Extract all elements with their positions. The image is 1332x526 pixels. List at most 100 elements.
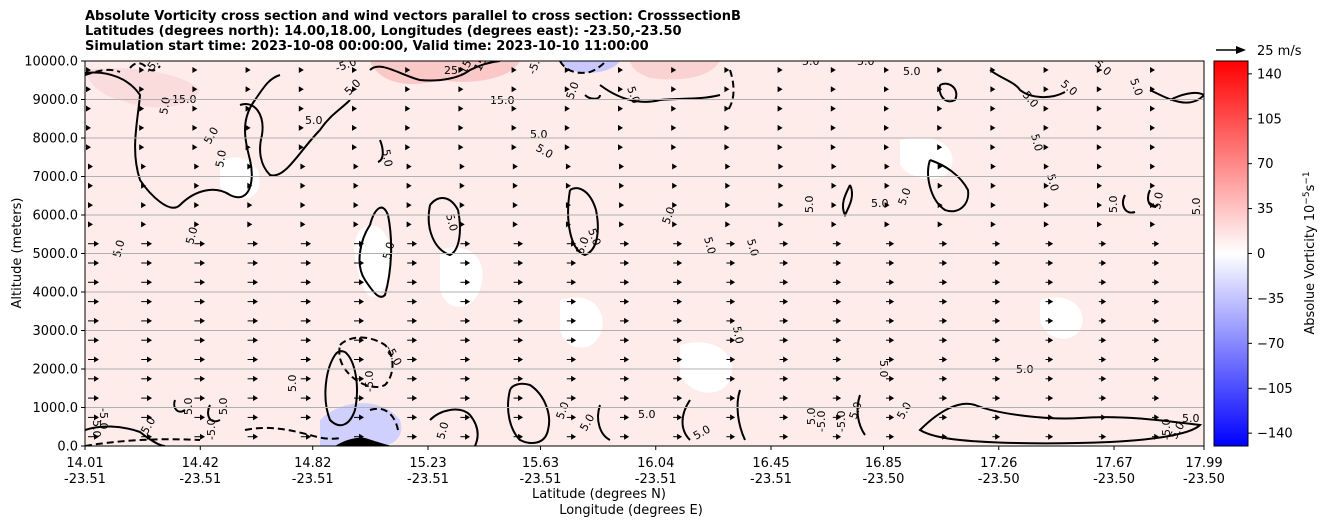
wind-vector-head bbox=[465, 317, 471, 324]
wind-vector-head bbox=[571, 375, 577, 382]
wind-vector-head bbox=[139, 124, 145, 131]
wind-vector-head bbox=[1096, 86, 1102, 93]
wind-vector-head bbox=[1048, 414, 1054, 421]
wind-vector-head bbox=[1154, 337, 1160, 344]
wind-vector-head bbox=[889, 414, 895, 421]
wind-vector-head bbox=[942, 260, 948, 266]
wind-vector-head bbox=[889, 337, 895, 344]
wind-vector-head bbox=[990, 163, 996, 170]
wind-vector-head bbox=[306, 317, 312, 324]
wind-vector-head bbox=[624, 317, 630, 324]
wind-vector-head bbox=[405, 86, 411, 93]
wind-vector-head bbox=[200, 395, 206, 402]
wind-vector-head bbox=[724, 67, 730, 73]
wind-vector-head bbox=[671, 67, 677, 73]
contour-label: 5.0 bbox=[1182, 412, 1200, 425]
y-tick-label: 0.0 bbox=[57, 440, 78, 455]
wind-vector-head bbox=[937, 182, 943, 189]
wind-vector-head bbox=[672, 163, 678, 170]
wind-vector-head bbox=[1150, 182, 1156, 189]
wind-vector-head bbox=[778, 202, 784, 209]
wind-vector-head bbox=[412, 375, 418, 382]
contour-label: 5.0 bbox=[1044, 172, 1061, 192]
wind-vector-head bbox=[465, 356, 471, 363]
wind-vector-head bbox=[1101, 433, 1107, 440]
wind-vector-head bbox=[995, 317, 1001, 324]
wind-vector-head bbox=[942, 375, 948, 382]
wind-vector-head bbox=[465, 298, 471, 305]
wind-vector-head bbox=[830, 105, 836, 112]
wind-vector-head bbox=[245, 67, 251, 73]
wind-vector-head bbox=[937, 144, 943, 151]
wind-vector-head bbox=[200, 240, 206, 247]
wind-vector-head bbox=[624, 279, 630, 286]
wind-vector-head bbox=[353, 163, 359, 170]
wind-vector-head bbox=[778, 163, 784, 170]
x-tick-lon: -23.50 bbox=[863, 472, 905, 487]
wind-vector-head bbox=[571, 433, 577, 440]
wind-vector-head bbox=[194, 202, 200, 209]
wind-vector-head bbox=[565, 221, 571, 228]
wind-vector-head bbox=[200, 414, 206, 421]
x-axis-label-1: Latitude (degrees N) bbox=[532, 487, 666, 502]
near-zero-patch bbox=[680, 342, 733, 393]
wind-vector-head bbox=[942, 298, 948, 305]
wind-vector-head bbox=[1048, 317, 1054, 324]
contour-label: 5.0 bbox=[847, 400, 865, 421]
wind-vector-head bbox=[512, 202, 518, 209]
wind-vector-head bbox=[147, 356, 153, 363]
colorbar-label-unit: s bbox=[1303, 184, 1318, 191]
wind-vector-head bbox=[730, 337, 736, 344]
wind-vector-head bbox=[889, 395, 895, 402]
contour-label: 5.0 bbox=[157, 96, 173, 115]
wind-vector-head bbox=[831, 182, 837, 189]
wind-vector-head bbox=[94, 279, 99, 286]
wind-vector-head bbox=[937, 221, 943, 228]
wind-vector-head bbox=[836, 279, 842, 286]
wind-vector-head bbox=[836, 395, 842, 402]
x-tick-lat: 17.67 bbox=[1095, 456, 1132, 471]
x-tick-lat: 16.04 bbox=[637, 456, 674, 471]
wind-vector-head bbox=[677, 260, 683, 266]
wind-vector-head bbox=[884, 182, 890, 189]
wind-vector-head bbox=[192, 144, 198, 151]
wind-vector-head bbox=[564, 67, 570, 73]
wind-vector-head bbox=[1154, 279, 1160, 286]
wind-vector-head bbox=[1154, 414, 1160, 421]
wind-vector-head bbox=[1048, 395, 1054, 402]
wind-vector-head bbox=[1150, 105, 1155, 112]
contour-label: 5.0 bbox=[434, 421, 451, 441]
contour-label: 5.0 bbox=[871, 197, 889, 210]
wind-vector-head bbox=[564, 105, 570, 112]
wind-vector-head bbox=[783, 279, 789, 286]
wind-vector-head bbox=[571, 356, 577, 363]
wind-vector-head bbox=[412, 356, 418, 363]
colorbar-tick-label: 140 bbox=[1257, 67, 1282, 82]
wind-vector-head bbox=[995, 337, 1001, 344]
wind-vector-head bbox=[147, 414, 153, 421]
wind-vector-head bbox=[306, 375, 312, 382]
quiver-key-arrowhead bbox=[1236, 46, 1246, 54]
wind-vector-head bbox=[677, 298, 683, 305]
wind-vector-head bbox=[200, 317, 206, 324]
wind-vector-head bbox=[1043, 163, 1049, 170]
wind-vector-head bbox=[518, 414, 524, 421]
wind-vector-head bbox=[139, 86, 145, 93]
wind-vector-head bbox=[672, 221, 678, 228]
wind-vector-head bbox=[1043, 182, 1049, 189]
wind-vector-head bbox=[511, 86, 517, 93]
wind-vector-head bbox=[677, 317, 683, 324]
wind-vector-head bbox=[624, 395, 630, 402]
wind-vector-head bbox=[139, 105, 145, 112]
wind-vector-head bbox=[412, 317, 418, 324]
y-tick-label: 4000.0 bbox=[33, 286, 79, 301]
wind-vector-head bbox=[518, 433, 524, 440]
wind-vector-head bbox=[884, 163, 890, 170]
wind-vector-head bbox=[253, 414, 259, 421]
wind-vector-head bbox=[86, 105, 91, 112]
wind-vector-head bbox=[937, 202, 943, 209]
y-axis-label: Altitude (meters) bbox=[10, 198, 25, 309]
wind-vector-head bbox=[672, 202, 678, 209]
wind-vector-head bbox=[831, 202, 837, 209]
